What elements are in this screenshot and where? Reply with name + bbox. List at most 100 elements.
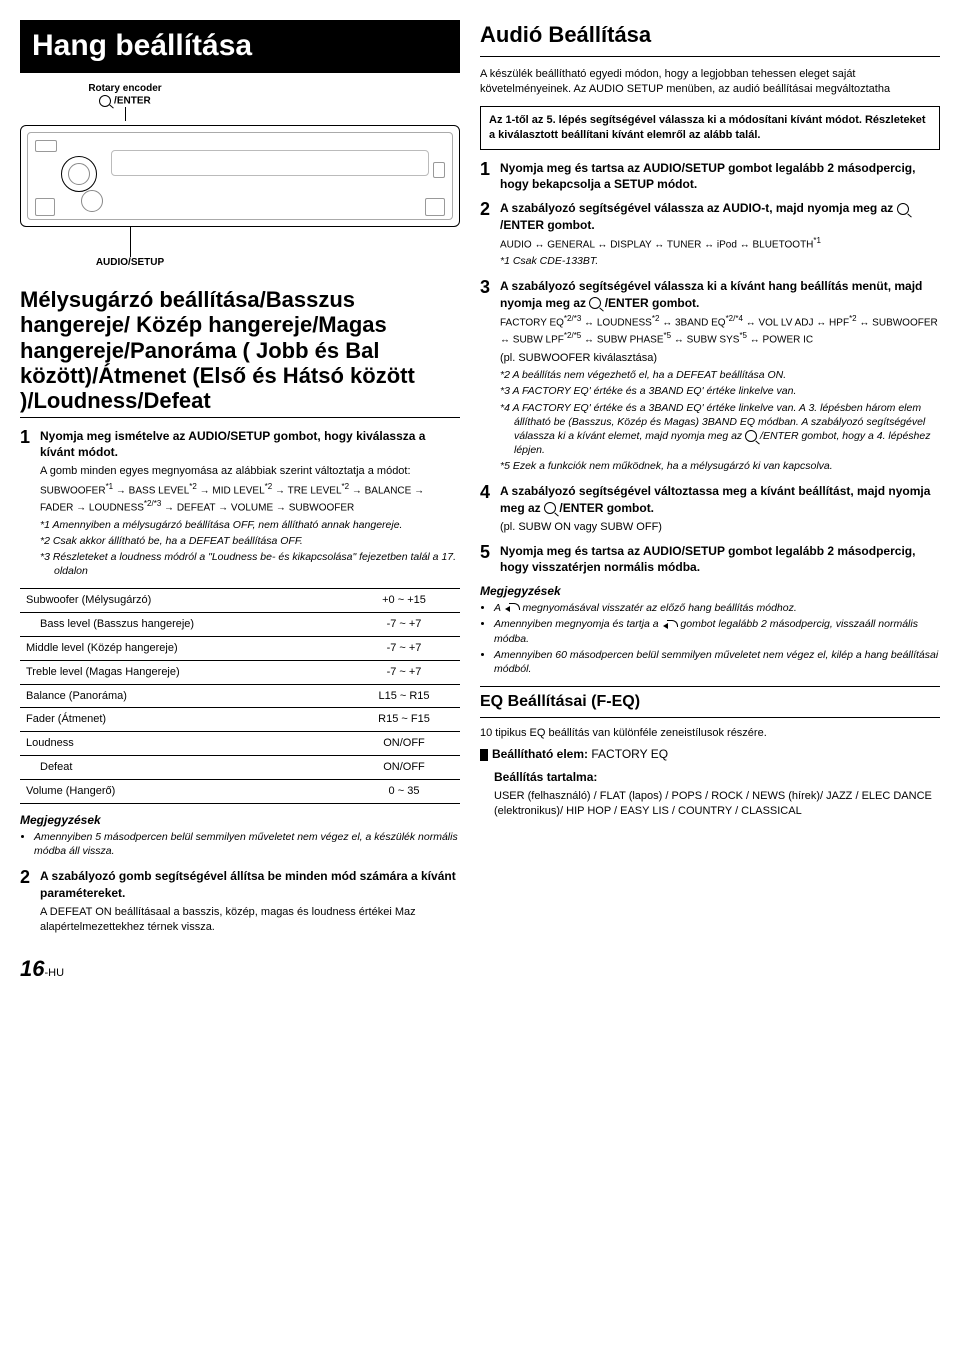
search-icon: [745, 430, 757, 442]
r-step4-title: A szabályozó segítségével változtassa me…: [500, 483, 940, 515]
level-name: Middle level (Közép hangereje): [20, 636, 348, 660]
r-fn3: *3 A FACTORY EQ' értéke és a 3BAND EQ' é…: [514, 384, 940, 398]
r-step4-b: /ENTER gombot.: [559, 501, 654, 515]
step-number: 1: [20, 428, 34, 581]
step2-title: A szabályozó gomb segítségével állítsa b…: [40, 868, 460, 900]
info-box-text: Az 1-től az 5. lépés segítségével válass…: [489, 114, 926, 141]
level-name: Treble level (Magas Hangereje): [20, 660, 348, 684]
device-slot: [111, 150, 429, 176]
r-note1-b: megnyomásával visszatér az előző hang be…: [520, 602, 797, 614]
search-icon: [99, 95, 111, 107]
rotary-knob-icon: [61, 156, 97, 192]
r-step2-b: /ENTER gombot.: [500, 218, 595, 232]
r-step1-title: Nyomja meg és tartsa az AUDIO/SETUP gomb…: [500, 160, 940, 192]
encoder-label-block: Rotary encoder /ENTER: [70, 83, 180, 122]
step-number: 3: [480, 278, 494, 475]
step-2: 2 A szabályozó gomb segítségével állítsa…: [20, 868, 460, 934]
table-row: Balance (Panoráma)L15 ~ R15: [20, 684, 460, 708]
table-row: Volume (Hangerő)0 ~ 35: [20, 779, 460, 803]
r-fn4: *4 A FACTORY EQ' értéke és a 3BAND EQ' é…: [514, 401, 940, 458]
search-icon: [897, 203, 909, 215]
r-step-3: 3 A szabályozó segítségével válassza ki …: [480, 278, 940, 475]
table-row: Bass level (Basszus hangereje)-7 ~ +7: [20, 613, 460, 637]
r-step-4: 4 A szabályozó segítségével változtassa …: [480, 483, 940, 534]
device-usb-icon: [433, 162, 445, 178]
r-note2-a: Amennyiben megnyomja és tartja a: [494, 618, 662, 630]
level-value: -7 ~ +7: [348, 613, 460, 637]
level-name: Subwoofer (Mélysugárzó): [20, 589, 348, 613]
encoder-sub: /ENTER: [99, 95, 150, 108]
eq-content: USER (felhasználó) / FLAT (lapos) / POPS…: [494, 789, 940, 819]
level-value: 0 ~ 35: [348, 779, 460, 803]
table-row: Middle level (Közép hangereje)-7 ~ +7: [20, 636, 460, 660]
r-notes-heading: Megjegyzések: [480, 583, 940, 599]
step-body: A szabályozó gomb segítségével állítsa b…: [40, 868, 460, 934]
table-row: DefeatON/OFF: [20, 756, 460, 780]
level-name: Defeat: [20, 756, 348, 780]
r-step-2: 2 A szabályozó segítségével válassza az …: [480, 200, 940, 270]
level-name: Volume (Hangerő): [20, 779, 348, 803]
encoder-sub-text: /ENTER: [114, 95, 151, 106]
block-icon: [480, 749, 488, 761]
level-value: L15 ~ R15: [348, 684, 460, 708]
notes-heading: Megjegyzések: [20, 812, 460, 828]
eq-intro: 10 tipikus EQ beállítás van különféle ze…: [480, 726, 940, 741]
eq-item-label: Beállítható elem:: [492, 747, 588, 761]
r-notes-list: A megnyomásával visszatér az előző hang …: [480, 601, 940, 676]
right-column: Audió Beállítása A készülék beállítható …: [480, 20, 940, 984]
r-step2-a: A szabályozó segítségével válassza az AU…: [500, 201, 893, 215]
intro-text: A készülék beállítható egyedi módon, hog…: [480, 67, 940, 97]
note-item: Amennyiben 5 másodpercen belül semmilyen…: [34, 830, 460, 858]
back-icon: [662, 620, 678, 630]
device-diagram: [20, 125, 460, 227]
audio-setup-label-block: AUDIO/SETUP: [90, 227, 170, 269]
level-value: -7 ~ +7: [348, 636, 460, 660]
pointer-line: [125, 107, 126, 121]
eq-bar: EQ Beállításai (F-EQ): [480, 686, 940, 718]
section-heading: Mélysugárzó beállítása/Basszus hangereje…: [20, 287, 460, 413]
footnote-3: *3 Részleteket a loudness módról a "Loud…: [54, 550, 460, 578]
step-number: 1: [480, 160, 494, 192]
r-step2-fn: *1 Csak CDE-133BT.: [514, 254, 940, 268]
step1-title: Nyomja meg ismételve az AUDIO/SETUP gomb…: [40, 428, 460, 460]
level-value: ON/OFF: [348, 756, 460, 780]
page: Hang beállítása Rotary encoder /ENTER AU…: [20, 20, 940, 984]
level-value: R15 ~ F15: [348, 708, 460, 732]
level-name: Balance (Panoráma): [20, 684, 348, 708]
mode-chain: SUBWOOFER*1 → BASS LEVEL*2 → MID LEVEL*2…: [40, 481, 460, 516]
info-box: Az 1-től az 5. lépés segítségével válass…: [480, 106, 940, 150]
r-step5-title: Nyomja meg és tartsa az AUDIO/SETUP gomb…: [500, 543, 940, 575]
page-number: 16-HU: [20, 954, 460, 984]
device-btn-right: [425, 198, 445, 216]
back-icon: [504, 603, 520, 613]
step-body: Nyomja meg ismételve az AUDIO/SETUP gomb…: [40, 428, 460, 581]
device-display: [35, 140, 57, 152]
table-row: Fader (Átmenet)R15 ~ F15: [20, 708, 460, 732]
bottom-label-row: AUDIO/SETUP: [60, 227, 460, 269]
step-body: A szabályozó segítségével válassza ki a …: [500, 278, 940, 475]
r-step2-title: A szabályozó segítségével válassza az AU…: [500, 200, 940, 232]
eq-content-label: Beállítás tartalma:: [494, 769, 940, 785]
level-value: +0 ~ +15: [348, 589, 460, 613]
level-name: Fader (Átmenet): [20, 708, 348, 732]
footnote-2: *2 Csak akkor állítható be, ha a DEFEAT …: [54, 534, 460, 548]
step-number: 2: [20, 868, 34, 934]
step-body: A szabályozó segítségével válassza az AU…: [500, 200, 940, 270]
rule: [20, 417, 460, 418]
level-value: ON/OFF: [348, 732, 460, 756]
r-fn2: *2 A beállítás nem végezhető el, ha a DE…: [514, 368, 940, 382]
eq-item-line: Beállítható elem: FACTORY EQ: [480, 746, 940, 762]
table-row: Subwoofer (Mélysugárzó)+0 ~ +15: [20, 589, 460, 613]
r-step4-eg: (pl. SUBW ON vagy SUBW OFF): [500, 520, 940, 535]
footnote-1: *1 Amennyiben a mélysugárzó beállítása O…: [54, 518, 460, 532]
r-note-3: Amennyiben 60 másodpercen belül semmilye…: [494, 648, 940, 676]
page-number-big: 16: [20, 956, 44, 981]
rule: [480, 56, 940, 57]
eq-item-value: FACTORY EQ: [591, 747, 668, 761]
level-name: Loudness: [20, 732, 348, 756]
r-step-5: 5 Nyomja meg és tartsa az AUDIO/SETUP go…: [480, 543, 940, 575]
search-icon: [544, 502, 556, 514]
step-number: 5: [480, 543, 494, 575]
step-number: 4: [480, 483, 494, 534]
r-step3-b: /ENTER gombot.: [605, 296, 700, 310]
